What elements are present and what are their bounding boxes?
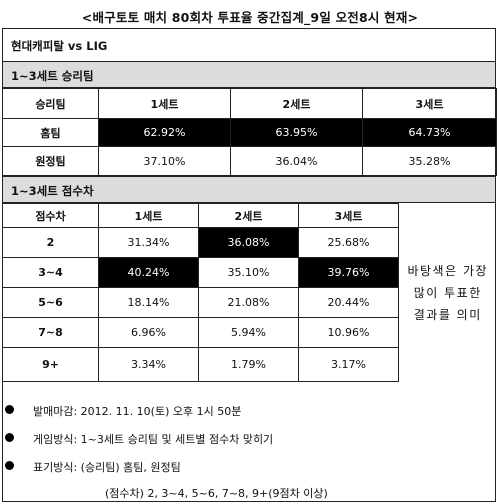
value-cell: 20.44% <box>298 287 399 318</box>
value-cell: 21.08% <box>198 287 299 318</box>
winner-col-header: 3세트 <box>362 88 497 119</box>
value-cell-highlighted: 64.73% <box>362 118 497 147</box>
table-row: 원정팀 37.10% 36.04% 35.28% <box>2 146 497 176</box>
value-cell-highlighted: 62.92% <box>98 118 231 147</box>
row-label: 5~6 <box>2 287 99 318</box>
bullet-icon <box>5 433 14 442</box>
winner-table-header-row: 승리팀 1세트 2세트 3세트 <box>2 88 497 119</box>
match-header: 현대캐피탈 vs LIG <box>3 29 495 62</box>
bullet-icon <box>5 461 14 470</box>
margin-section-title: 1~3세트 점수차 <box>11 184 94 198</box>
list-item: 게임방식: 1~3세트 승리팀 및 세트별 점수차 맞히기 <box>5 431 274 447</box>
margin-col-header: 2세트 <box>198 203 299 228</box>
bullet-text: 게임방식: 1~3세트 승리팀 및 세트별 점수차 맞히기 <box>33 433 274 446</box>
margin-col-header: 점수차 <box>2 203 99 228</box>
value-cell-highlighted: 63.95% <box>230 118 363 147</box>
winner-col-header: 2세트 <box>230 88 363 119</box>
bullet-text: 표기방식: (승리팀) 홈팀, 원정팀 <box>33 461 181 474</box>
table-row: 홈팀 62.92% 63.95% 64.73% <box>2 118 497 147</box>
list-item: 표기방식: (승리팀) 홈팀, 원정팀 <box>5 459 181 475</box>
value-cell: 3.17% <box>298 347 399 382</box>
bullet-text: 발매마감: 2012. 11. 10(토) 오후 1시 50분 <box>33 405 242 418</box>
winner-col-header: 1세트 <box>98 88 231 119</box>
row-label: 2 <box>2 227 99 258</box>
table-row: 2 31.34% 36.08% 25.68% <box>2 227 497 258</box>
match-title: 현대캐피탈 vs LIG <box>11 39 108 53</box>
value-cell: 5.94% <box>198 317 299 348</box>
bullet-icon <box>5 405 14 414</box>
margin-section-header: 1~3세트 점수차 <box>3 176 495 203</box>
value-cell: 36.04% <box>230 146 363 176</box>
value-cell: 10.96% <box>298 317 399 348</box>
value-cell: 6.96% <box>98 317 199 348</box>
value-cell: 1.79% <box>198 347 299 382</box>
table-row: 7~8 6.96% 5.94% 10.96% <box>2 317 497 348</box>
content-frame: 현대캐피탈 vs LIG 1~3세트 승리팀 승리팀 1세트 2세트 3세트 홈… <box>2 28 497 502</box>
value-cell: 31.34% <box>98 227 199 258</box>
page-title: <배구토토 매치 80회차 투표율 중간집계_9일 오전8시 현재> <box>81 10 419 25</box>
highlight-note: 바탕색은 가장 많이 투표한 결과를 의미 <box>398 203 497 382</box>
row-label: 9+ <box>2 347 99 382</box>
value-cell: 35.28% <box>362 146 497 176</box>
row-label: 홈팀 <box>2 118 99 147</box>
info-block: 발매마감: 2012. 11. 10(토) 오후 1시 50분 게임방식: 1~… <box>3 399 495 500</box>
value-cell-highlighted: 40.24% <box>98 257 199 288</box>
winner-section-header: 1~3세트 승리팀 <box>3 62 495 88</box>
value-cell: 37.10% <box>98 146 231 176</box>
winner-section-title: 1~3세트 승리팀 <box>11 69 94 83</box>
margin-table: 점수차 1세트 2세트 3세트 바탕색은 가장 많이 투표한 결과를 의미 2 … <box>2 203 497 382</box>
winner-col-header: 승리팀 <box>2 88 99 119</box>
row-label: 원정팀 <box>2 146 99 176</box>
value-cell: 18.14% <box>98 287 199 318</box>
row-label: 7~8 <box>2 317 99 348</box>
winner-table: 승리팀 1세트 2세트 3세트 홈팀 62.92% 63.95% 64.73% … <box>2 88 497 176</box>
value-cell: 25.68% <box>298 227 399 258</box>
list-item: 발매마감: 2012. 11. 10(토) 오후 1시 50분 <box>5 403 242 419</box>
value-cell-highlighted: 39.76% <box>298 257 399 288</box>
row-label: 3~4 <box>2 257 99 288</box>
margin-col-header: 3세트 <box>298 203 399 228</box>
value-cell-highlighted: 36.08% <box>198 227 299 258</box>
margin-col-header: 1세트 <box>98 203 199 228</box>
margin-table-header-row: 점수차 1세트 2세트 3세트 바탕색은 가장 많이 투표한 결과를 의미 <box>2 203 497 382</box>
value-cell: 35.10% <box>198 257 299 288</box>
value-cell: 3.34% <box>98 347 199 382</box>
footnote: (점수차) 2, 3~4, 5~6, 7~8, 9+(9점차 이상) <box>105 487 328 500</box>
table-row: 9+ 3.34% 1.79% 3.17% <box>2 347 497 382</box>
